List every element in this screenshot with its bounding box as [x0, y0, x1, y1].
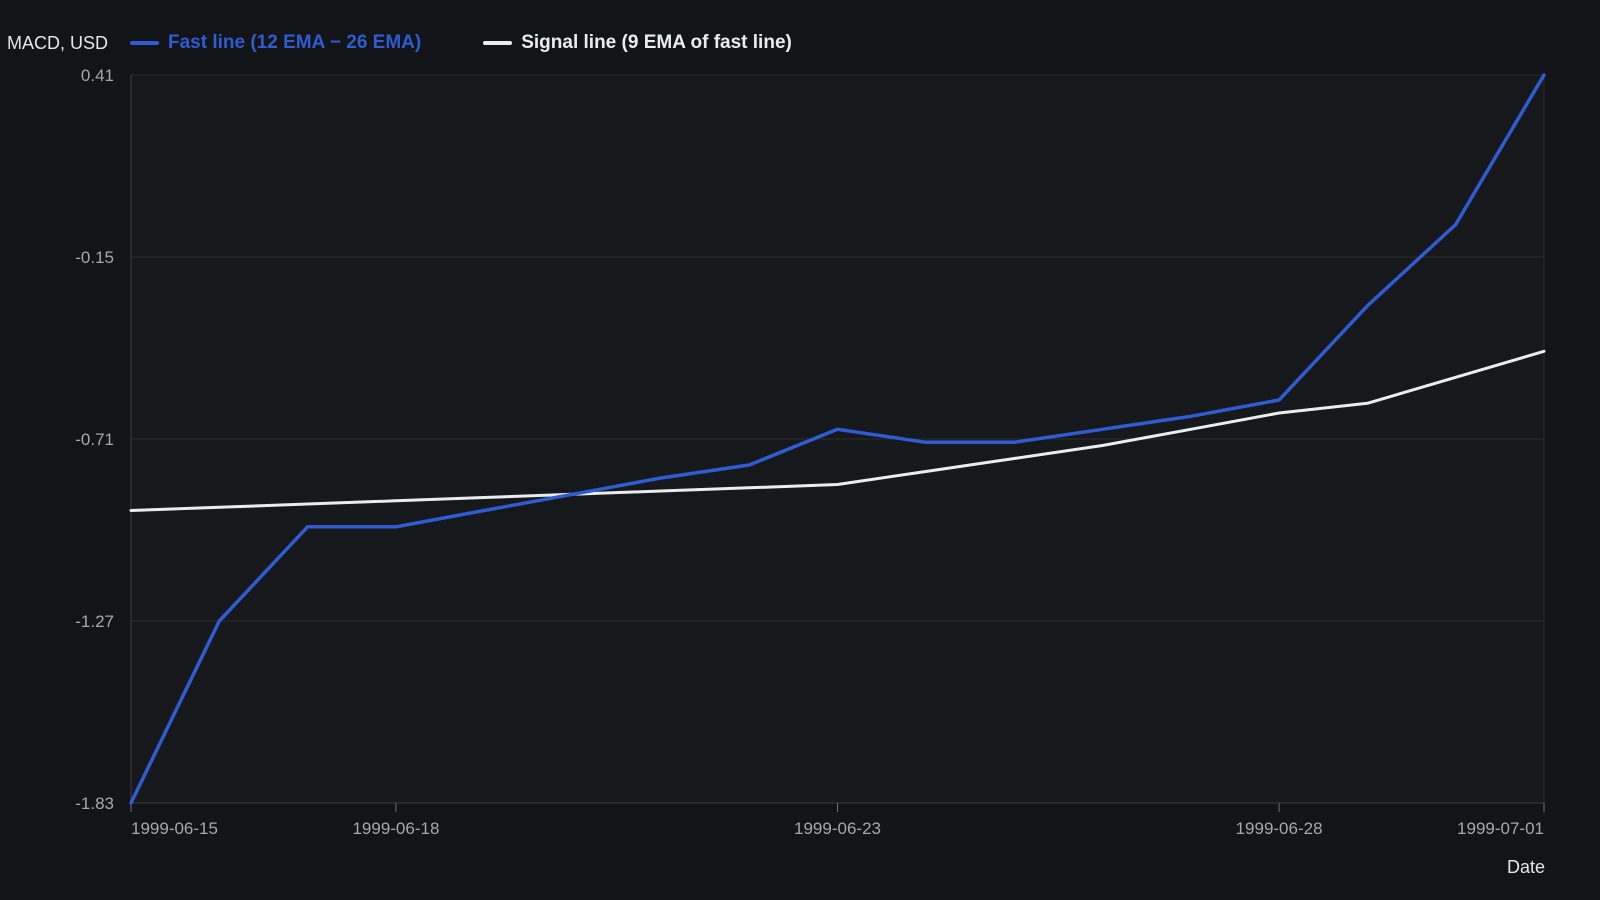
x-tick-label: 1999-06-23 — [794, 819, 881, 838]
y-tick-label: -1.83 — [75, 794, 114, 813]
signal-line-series — [129, 349, 1546, 512]
y-tick-label: 0.41 — [81, 66, 114, 85]
x-tick-label: 1999-06-18 — [352, 819, 439, 838]
x-axis-title: Date — [1506, 857, 1545, 877]
x-tick-label: 1999-06-15 — [131, 819, 218, 838]
x-tick-label: 1999-06-28 — [1236, 819, 1323, 838]
x-tick-label: 1999-07-01 — [1457, 819, 1544, 838]
y-tick-label: -1.27 — [75, 612, 114, 631]
legend-label-fast-line: Fast line (12 EMA − 26 EMA) — [168, 32, 422, 53]
legend-swatch-fast-line — [130, 41, 159, 45]
grid-lines — [131, 74, 1545, 804]
y-tick-label: -0.15 — [75, 248, 114, 267]
legend: Fast line (12 EMA − 26 EMA) Signal line … — [130, 32, 854, 54]
legend-item-fast-line[interactable]: Fast line (12 EMA − 26 EMA) — [130, 32, 421, 54]
y-tick-label: -0.71 — [75, 430, 114, 449]
legend-swatch-signal-line — [483, 41, 513, 45]
axes: 0.41 -0.15 -0.71 -1.27 -1.83 1999-06-15 1999-0… — [75, 66, 1545, 838]
legend-item-signal-line[interactable]: Signal line (9 EMA of fast line) — [483, 32, 792, 54]
y-axis-title: MACD, USD — [7, 33, 109, 53]
legend-label-signal-line: Signal line (9 EMA of fast line) — [521, 32, 792, 53]
series-lines — [129, 73, 1546, 805]
fast-line-series — [129, 73, 1546, 805]
